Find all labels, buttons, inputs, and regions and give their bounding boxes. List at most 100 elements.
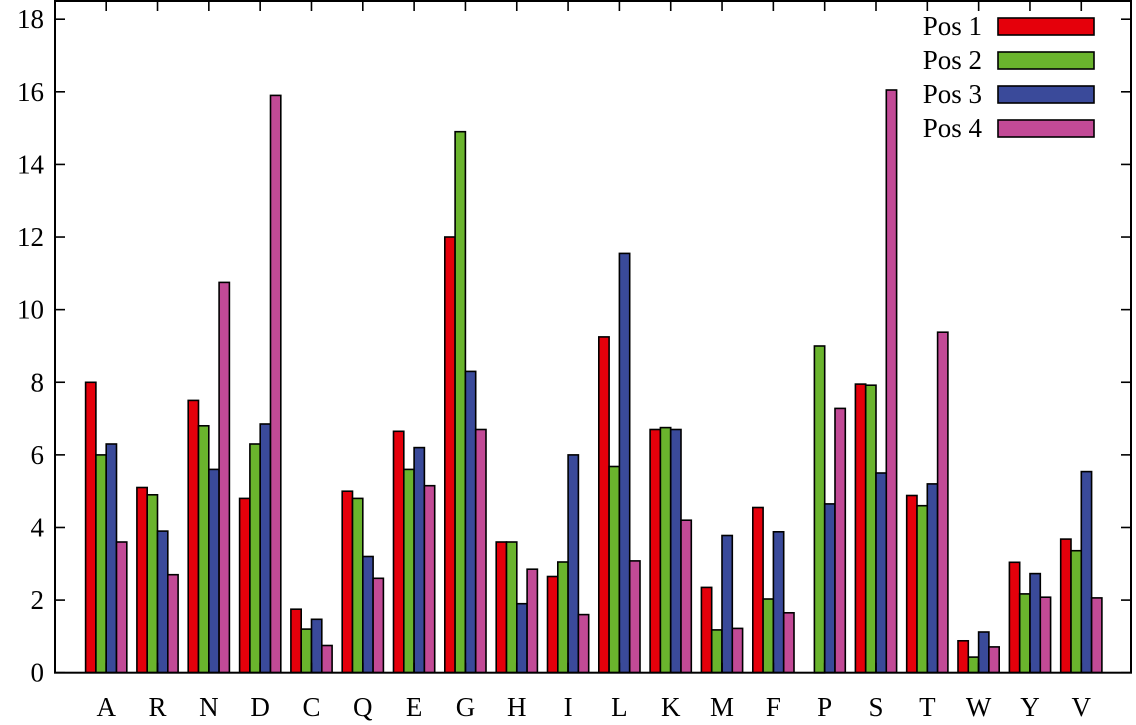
x-tick-label: A — [96, 692, 116, 722]
bar-P-pos2 — [813, 345, 826, 674]
bar-S-pos4 — [885, 89, 898, 674]
bar-group-N — [187, 281, 231, 674]
bar-D-pos4 — [269, 94, 282, 674]
bar-L-pos2 — [608, 465, 621, 674]
bar-K-pos2 — [659, 426, 672, 674]
legend-swatch-pos2 — [997, 51, 1095, 70]
bar-group-M — [700, 534, 744, 674]
bar-L-pos1 — [597, 336, 610, 674]
y-tick-label: 6 — [31, 440, 45, 470]
x-tick-label: V — [1072, 692, 1092, 722]
x-tick-label: H — [507, 692, 527, 722]
bar-I-pos3 — [567, 454, 580, 674]
x-tick-label: I — [564, 692, 573, 722]
bar-Q-pos2 — [351, 497, 364, 674]
bar-A-pos4 — [115, 541, 128, 674]
legend-swatch-pos4 — [997, 119, 1095, 138]
bar-G-pos3 — [464, 370, 477, 674]
bar-N-pos1 — [187, 399, 200, 674]
bar-P-pos3 — [823, 503, 836, 674]
bar-D-pos2 — [249, 443, 261, 674]
bar-G-pos2 — [454, 130, 467, 674]
bar-H-pos3 — [515, 602, 528, 674]
bar-K-pos1 — [649, 428, 662, 674]
bar-T-pos1 — [905, 494, 918, 674]
bar-T-pos3 — [926, 483, 939, 674]
bar-R-pos4 — [167, 573, 179, 674]
bar-F-pos4 — [782, 611, 795, 674]
y-tick-label: 0 — [31, 658, 45, 688]
bar-Y-pos4 — [1039, 596, 1052, 674]
x-tick-label: K — [661, 692, 681, 722]
bar-group-E — [392, 430, 436, 674]
bar-P-pos4 — [834, 407, 847, 674]
x-tick-label: G — [456, 692, 476, 722]
bar-D-pos3 — [259, 423, 272, 674]
bar-K-pos3 — [669, 428, 682, 674]
bar-group-Y — [1008, 561, 1052, 674]
legend-swatch-pos1 — [997, 17, 1095, 36]
x-tick-label: C — [302, 692, 320, 722]
bar-M-pos2 — [710, 629, 723, 674]
bar-E-pos2 — [402, 468, 415, 674]
bar-F-pos1 — [751, 506, 764, 674]
bar-E-pos4 — [423, 484, 436, 674]
bar-I-pos2 — [556, 561, 569, 674]
bar-group-F — [751, 506, 795, 674]
bar-C-pos4 — [320, 644, 333, 674]
bar-Y-pos3 — [1029, 572, 1042, 674]
x-tick-label: Q — [353, 692, 373, 722]
bar-Y-pos2 — [1018, 593, 1031, 674]
bar-V-pos4 — [1090, 597, 1103, 674]
bar-F-pos3 — [772, 530, 785, 674]
bar-group-H — [495, 541, 539, 674]
bar-S-pos1 — [854, 383, 867, 674]
bar-V-pos2 — [1070, 549, 1083, 674]
x-tick-label: R — [149, 692, 167, 722]
bar-K-pos4 — [680, 519, 693, 674]
bar-A-pos1 — [84, 381, 97, 674]
y-axis: 0 2 4 6 8 10 12 14 16 18 — [17, 4, 1131, 688]
x-tick-label: W — [966, 692, 992, 722]
bar-R-pos2 — [146, 493, 159, 674]
x-tick-label: F — [766, 692, 781, 722]
x-tick-label: Y — [1020, 692, 1040, 722]
bar-C-pos2 — [300, 628, 313, 674]
bar-D-pos1 — [238, 497, 251, 674]
y-tick-label: 18 — [17, 4, 44, 34]
bar-group-D — [238, 94, 282, 674]
x-tick-label: M — [710, 692, 734, 722]
bar-R-pos3 — [156, 530, 169, 674]
bar-group-L — [597, 252, 641, 674]
bar-I-pos4 — [577, 613, 590, 674]
bar-R-pos1 — [136, 486, 148, 674]
legend-label-pos2: Pos 2 — [923, 45, 982, 75]
bar-A-pos3 — [105, 443, 118, 674]
bar-I-pos1 — [546, 575, 559, 674]
bar-group-K — [649, 426, 693, 674]
legend: Pos 1 Pos 2 Pos 3 Pos 4 — [923, 11, 1095, 143]
bar-H-pos1 — [495, 541, 508, 674]
bar-T-pos2 — [916, 504, 929, 674]
legend-label-pos4: Pos 4 — [923, 113, 983, 143]
bar-N-pos4 — [218, 281, 231, 674]
bar-G-pos1 — [443, 236, 456, 674]
bar-Q-pos4 — [372, 577, 385, 674]
y-tick-label: 2 — [31, 585, 45, 615]
bar-T-pos4 — [936, 331, 949, 674]
bar-N-pos3 — [208, 468, 220, 674]
bar-W-pos2 — [967, 656, 980, 674]
bar-M-pos4 — [731, 627, 744, 674]
y-tick-label: 16 — [17, 77, 44, 107]
bar-group-S — [854, 89, 898, 674]
bar-Q-pos3 — [361, 555, 374, 674]
bar-series-group — [84, 89, 1103, 674]
plot-border — [54, 0, 1132, 674]
bar-group-P — [813, 345, 847, 674]
bar-S-pos2 — [864, 384, 877, 674]
bar-group-Q — [341, 490, 385, 674]
y-tick-label: 10 — [17, 295, 44, 325]
x-tick-label: L — [611, 692, 628, 722]
